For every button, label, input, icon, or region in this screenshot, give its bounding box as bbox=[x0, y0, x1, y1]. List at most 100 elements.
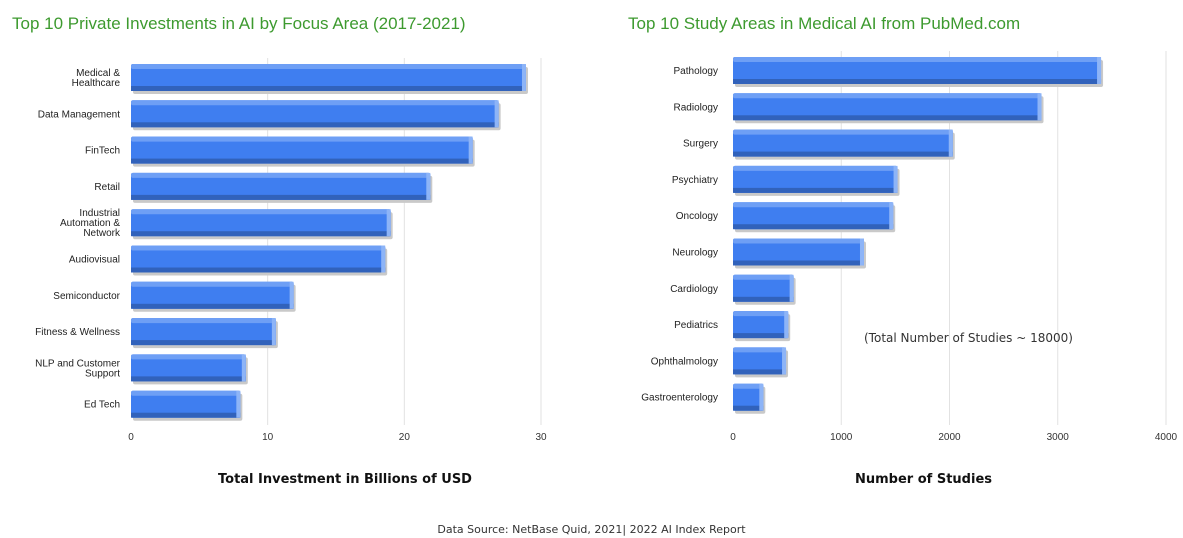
bar-highlight bbox=[733, 347, 787, 353]
category-label: Radiology bbox=[674, 102, 718, 113]
bar-end-cap bbox=[426, 172, 431, 200]
category-label: Retail bbox=[94, 182, 120, 193]
bar-highlight bbox=[131, 136, 473, 142]
x-tick-label: 10 bbox=[262, 432, 274, 443]
category-label: Fitness & Wellness bbox=[35, 327, 120, 338]
bar-end-cap bbox=[468, 136, 473, 164]
bar-highlight bbox=[733, 57, 1102, 62]
bar-highlight bbox=[733, 202, 894, 208]
x-tick-label: 3000 bbox=[1047, 432, 1070, 443]
x-axis-label-studies: Number of Studies bbox=[855, 472, 993, 487]
bar-bottom-shade bbox=[131, 158, 473, 164]
category-label: Audiovisual bbox=[69, 255, 120, 266]
bar-highlight bbox=[131, 172, 431, 178]
category-label: Surgery bbox=[683, 139, 718, 150]
bar-medical-healthcare bbox=[131, 64, 526, 91]
bar-end-cap bbox=[948, 129, 953, 157]
total-studies-annotation: (Total Number of Studies ~ 18000) bbox=[864, 331, 1073, 345]
bar-bottom-shade bbox=[733, 115, 1042, 121]
bar-highlight bbox=[131, 281, 294, 287]
bar-fitness-wellness bbox=[131, 318, 276, 346]
category-label: Medical & Healthcare bbox=[72, 68, 121, 89]
bar-highlight bbox=[733, 311, 789, 317]
x-tick-label: 0 bbox=[730, 432, 736, 443]
category-label: Semiconductor bbox=[53, 291, 120, 302]
bar-fintech bbox=[131, 136, 473, 164]
bar-bottom-shade bbox=[131, 86, 526, 91]
bar-industrial-automation-network bbox=[131, 209, 391, 237]
bar-end-cap bbox=[241, 354, 246, 382]
category-label: Oncology bbox=[676, 211, 718, 222]
x-tick-label: 0 bbox=[128, 432, 134, 443]
bar-gastroenterology bbox=[733, 383, 764, 411]
bar-end-cap bbox=[1097, 57, 1102, 84]
bar-highlight bbox=[733, 238, 864, 244]
category-label: NLP and Customer Support bbox=[35, 358, 121, 379]
category-label: Neurology bbox=[672, 248, 718, 259]
bar-end-cap bbox=[789, 274, 794, 302]
bar-bottom-shade bbox=[131, 412, 241, 418]
bar-end-cap bbox=[289, 281, 294, 309]
bar-end-cap bbox=[271, 318, 276, 346]
bar-bottom-shade bbox=[733, 296, 794, 302]
chart-title-study-areas: Top 10 Study Areas in Medical AI from Pu… bbox=[628, 14, 1021, 33]
category-label: FinTech bbox=[85, 146, 120, 157]
bar-nlp-and-customer-support bbox=[131, 354, 246, 382]
bar-end-cap bbox=[859, 238, 864, 266]
bar-highlight bbox=[131, 318, 276, 324]
bar-end-cap bbox=[889, 202, 894, 230]
bar-end-cap bbox=[236, 390, 241, 418]
category-label: Ophthalmology bbox=[651, 356, 718, 367]
category-label: Ed Tech bbox=[84, 400, 120, 411]
bar-highlight bbox=[733, 383, 764, 389]
x-tick-label: 30 bbox=[535, 432, 547, 443]
bar-bottom-shade bbox=[131, 231, 391, 237]
bar-end-cap bbox=[1037, 93, 1042, 121]
bar-oncology bbox=[733, 202, 894, 230]
bar-bottom-shade bbox=[733, 333, 789, 339]
category-label: Pathology bbox=[674, 66, 718, 77]
bar-highlight bbox=[131, 390, 241, 396]
bar-ophthalmology bbox=[733, 347, 787, 375]
bar-highlight bbox=[131, 354, 246, 360]
bar-bottom-shade bbox=[733, 151, 953, 157]
bar-bottom-shade bbox=[733, 260, 864, 266]
category-label: Psychiatry bbox=[672, 175, 718, 186]
bar-end-cap bbox=[893, 165, 898, 193]
bar-end-cap bbox=[759, 383, 764, 411]
category-label: Cardiology bbox=[670, 284, 718, 295]
bar-highlight bbox=[131, 64, 526, 69]
bar-bottom-shade bbox=[733, 224, 894, 230]
bar-highlight bbox=[131, 209, 391, 215]
bar-bottom-shade bbox=[131, 267, 386, 273]
bar-retail bbox=[131, 172, 431, 200]
bar-semiconductor bbox=[131, 281, 294, 309]
bar-neurology bbox=[733, 238, 864, 266]
bar-highlight bbox=[131, 245, 386, 251]
bar-end-cap bbox=[386, 209, 391, 237]
bar-bottom-shade bbox=[131, 340, 276, 346]
bar-data-management bbox=[131, 100, 499, 128]
bar-end-cap bbox=[784, 311, 789, 339]
bar-highlight bbox=[733, 165, 898, 171]
bar-psychiatry bbox=[733, 165, 898, 193]
bar-cardiology bbox=[733, 274, 794, 302]
category-label: Data Management bbox=[38, 109, 120, 120]
bar-highlight bbox=[733, 274, 794, 280]
bar-end-cap bbox=[782, 347, 787, 375]
bar-radiology bbox=[733, 93, 1042, 121]
bar-bottom-shade bbox=[733, 79, 1102, 84]
category-label: Industrial Automation & Network bbox=[60, 208, 121, 239]
bar-end-cap bbox=[381, 245, 386, 273]
category-label: Gastroenterology bbox=[641, 393, 718, 404]
bar-end-cap bbox=[521, 64, 526, 91]
data-source-note: Data Source: NetBase Quid, 2021| 2022 AI… bbox=[437, 523, 746, 536]
x-axis-label-investments: Total Investment in Billions of USD bbox=[218, 472, 472, 487]
category-label: Pediatrics bbox=[674, 320, 718, 331]
bar-audiovisual bbox=[131, 245, 386, 273]
bar-bottom-shade bbox=[131, 303, 294, 309]
x-tick-label: 20 bbox=[399, 432, 411, 443]
bar-bottom-shade bbox=[131, 194, 431, 200]
